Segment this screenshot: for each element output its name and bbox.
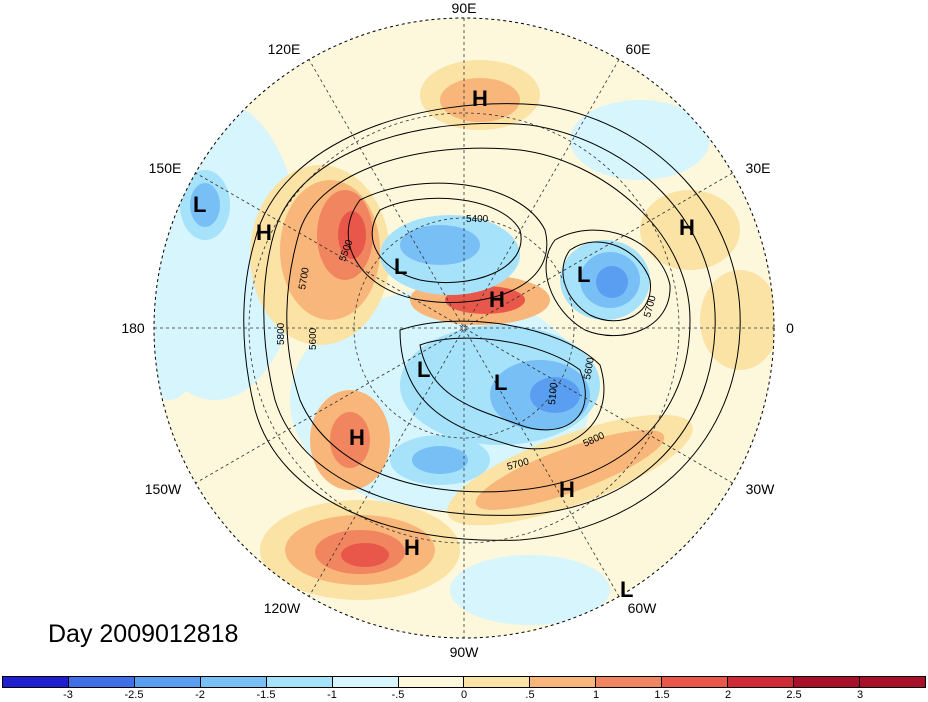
low-pressure-marker: L — [417, 357, 430, 382]
lon-label: 150E — [149, 160, 182, 176]
colorbar-swatch — [728, 677, 795, 687]
colorbar-swatch — [530, 677, 597, 687]
colorbar-tick-label: 0 — [460, 689, 468, 701]
lon-label: 180 — [121, 320, 145, 336]
colorbar-tick-label: -3 — [63, 689, 73, 701]
colorbar-swatch — [464, 677, 531, 687]
high-pressure-marker: H — [256, 220, 272, 245]
colorbar-ticks: -3 -2.5 -2 -1.5 -1 -.5 0 .5 1 1.5 2 2.5 3 — [2, 689, 926, 702]
colorbar-swatch — [3, 677, 69, 687]
colorbar-swatch — [200, 677, 267, 687]
lon-label: 30E — [746, 160, 771, 176]
timestamp-label: Day 2009012818 — [48, 620, 239, 648]
map-boundary — [153, 17, 775, 639]
contour-label: 5600 — [308, 327, 319, 350]
low-pressure-marker: L — [394, 254, 407, 279]
low-pressure-marker: L — [193, 192, 206, 217]
colorbar-swatch — [332, 677, 399, 687]
colorbar-swatch — [266, 677, 333, 687]
longitude-labels: 90E 60E 30E 0 30W 60W 90W 120W 150W 180 … — [121, 0, 794, 660]
colorbar-swatch — [68, 677, 135, 687]
colorbar-tick-label: 1.5 — [654, 689, 670, 701]
colorbar-tick-label: -.5 — [391, 689, 405, 701]
height-contours — [243, 103, 741, 541]
anomaly-shading — [154, 18, 774, 638]
colorbar-swatch — [134, 677, 201, 687]
contour-label: 5400 — [466, 214, 489, 225]
lon-label: 90W — [450, 644, 480, 660]
low-pressure-marker: L — [494, 370, 507, 395]
colorbar-tick-label: 3 — [856, 689, 864, 701]
contour-label: 5700 — [297, 266, 312, 290]
pressure-systems: H H H H H H H L L L L L L H — [193, 86, 695, 602]
colorbar-tick-label: 1 — [592, 689, 600, 701]
colorbar-swatch — [398, 677, 465, 687]
high-pressure-marker: H — [404, 535, 420, 560]
lon-label: 60E — [626, 41, 651, 57]
contour-label: 5600 — [582, 356, 597, 380]
lon-label: 120E — [268, 41, 301, 57]
colorbar — [2, 676, 926, 688]
colorbar-swatch — [859, 677, 925, 687]
high-pressure-marker: H — [349, 425, 365, 450]
colorbar-tick-label: .5 — [525, 689, 535, 701]
contour-label: 5100 — [547, 382, 560, 406]
colorbar-tick-label: 2 — [724, 689, 732, 701]
colorbar-swatch — [596, 677, 663, 687]
colorbar-tick-label: 2.5 — [786, 689, 802, 701]
high-pressure-marker: H — [472, 86, 488, 111]
high-pressure-marker: H — [489, 287, 505, 312]
colorbar-tick-label: -2.5 — [124, 689, 144, 701]
lon-label: 120W — [264, 600, 301, 616]
lon-label: 60W — [628, 600, 658, 616]
graticule — [154, 18, 774, 638]
colorbar-tick-label: -2 — [195, 689, 205, 701]
low-pressure-marker: L — [577, 262, 590, 287]
colorbar-swatch — [794, 677, 860, 687]
lon-label: 90E — [452, 0, 477, 16]
colorbar-tick-label: -1.5 — [256, 689, 276, 701]
high-pressure-marker: H — [559, 477, 575, 502]
colorbar-tick-label: -1 — [327, 689, 337, 701]
lon-label: 0 — [786, 320, 794, 336]
colorbar-swatch — [662, 677, 729, 687]
polar-stereographic-map: 90E 60E 30E 0 30W 60W 90W 120W 150W 180 … — [121, 0, 794, 660]
lon-label: 150W — [145, 481, 182, 497]
contour-label: 5800 — [276, 322, 287, 345]
high-pressure-marker: H — [679, 215, 695, 240]
lon-label: 30W — [746, 481, 776, 497]
low-pressure-marker: L — [620, 577, 633, 602]
